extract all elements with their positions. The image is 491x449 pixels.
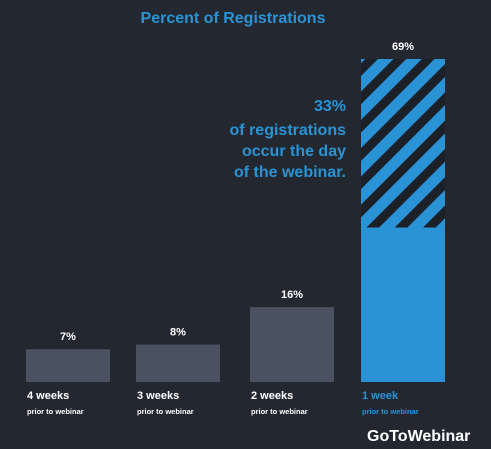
category-sublabel: prior to webinar — [137, 407, 194, 416]
bar — [250, 307, 334, 382]
category-sublabel: prior to webinar — [251, 407, 308, 416]
bars-group: 7% 4 weeks prior to webinar 8% 3 weeks prior … — [26, 41, 445, 416]
bar — [26, 349, 110, 382]
bar — [136, 344, 220, 382]
category-label: 1 week — [362, 390, 399, 402]
bar-striped-segment — [361, 59, 445, 228]
category-sublabel: prior to webinar — [362, 407, 419, 416]
bar-value-label: 7% — [60, 331, 76, 343]
bar-value-label: 16% — [281, 289, 303, 301]
callout-line-2: occur the day — [242, 143, 346, 160]
brand-logo: GoToWebinar — [367, 428, 470, 445]
bar-value-label: 8% — [170, 327, 186, 339]
bar-solid-segment — [361, 227, 445, 382]
category-label: 4 weeks — [27, 390, 69, 402]
callout-percent: 33% — [314, 98, 346, 115]
category-label: 3 weeks — [137, 390, 179, 402]
callout-annotation: 33% of registrations occur the day of th… — [230, 98, 347, 181]
callout-line-3: of the webinar. — [234, 164, 346, 181]
category-label: 2 weeks — [251, 390, 293, 402]
callout-line-1: of registrations — [230, 122, 347, 139]
chart-title: Percent of Registrations — [141, 10, 326, 27]
bar-value-label: 69% — [392, 41, 414, 53]
category-sublabel: prior to webinar — [27, 407, 84, 416]
